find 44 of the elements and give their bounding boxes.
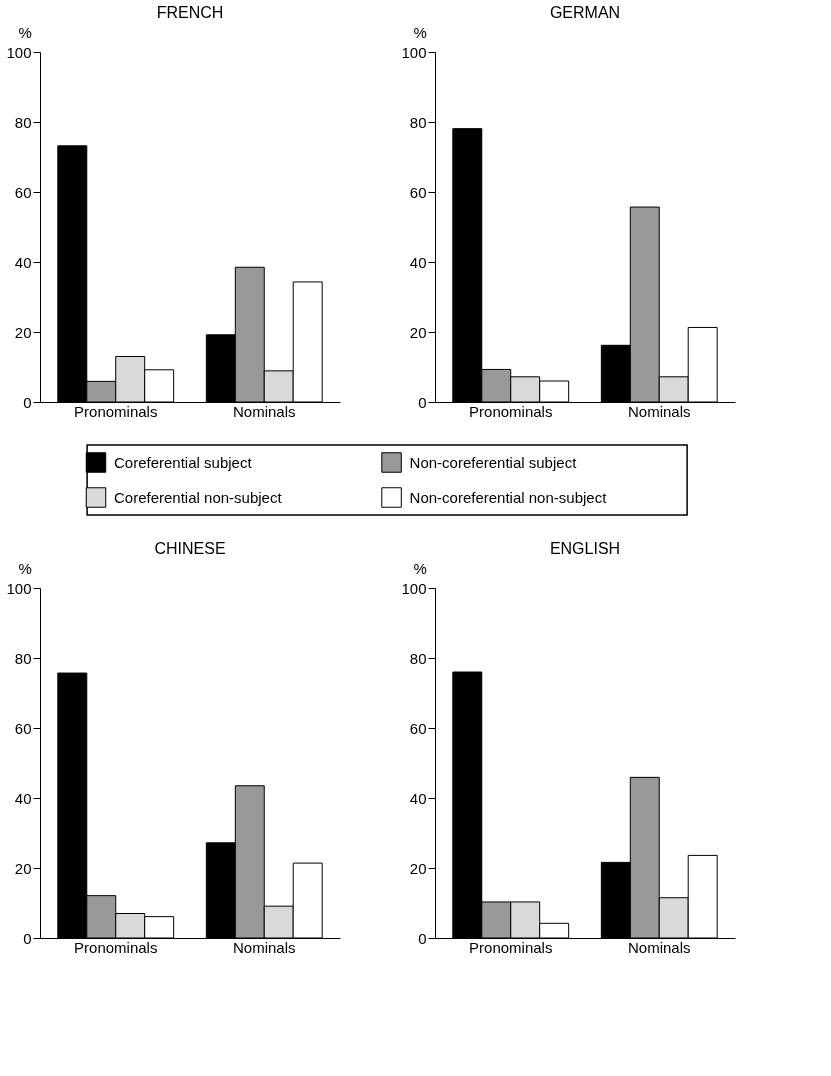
y-tick-label: 60 bbox=[14, 719, 32, 737]
legend-label: Non-coreferential subject bbox=[409, 453, 578, 471]
y-tick-label: 20 bbox=[409, 323, 427, 341]
y-tick-label: 20 bbox=[14, 859, 32, 877]
chart-title: CHINESE bbox=[154, 540, 226, 557]
y-tick-label: 100 bbox=[6, 579, 32, 597]
y-tick-label: 80 bbox=[14, 649, 32, 667]
legend-label: Coreferential non-subject bbox=[113, 488, 283, 506]
x-tick-label: Pronominals bbox=[74, 402, 158, 420]
x-tick-label: Pronominals bbox=[469, 402, 553, 420]
y-tick-label: 20 bbox=[14, 323, 32, 341]
y-tick-label: 80 bbox=[14, 113, 32, 131]
y-tick-label: 40 bbox=[14, 253, 32, 271]
x-tick-label: Nominals bbox=[232, 402, 296, 420]
y-tick-label: 40 bbox=[409, 253, 427, 271]
chart-title: GERMAN bbox=[549, 4, 621, 21]
chart-title: FRENCH bbox=[156, 4, 224, 21]
y-tick-label: 100 bbox=[401, 43, 427, 61]
y-tick-label: 0 bbox=[23, 393, 32, 411]
chart-title: ENGLISH bbox=[549, 540, 621, 557]
y-tick-label: 0 bbox=[418, 393, 427, 411]
y-tick-label: 80 bbox=[409, 113, 427, 131]
x-tick-label: Nominals bbox=[627, 402, 691, 420]
y-axis-title: % bbox=[18, 23, 32, 41]
y-tick-label: 60 bbox=[409, 183, 427, 201]
y-tick-label: 100 bbox=[6, 43, 32, 61]
y-axis-title: % bbox=[413, 23, 427, 41]
y-tick-label: 100 bbox=[401, 579, 427, 597]
y-tick-label: 60 bbox=[409, 719, 427, 737]
y-tick-label: 80 bbox=[409, 649, 427, 667]
legend-label: Coreferential subject bbox=[113, 453, 253, 471]
legend-label: Non-coreferential non-subject bbox=[409, 488, 608, 506]
y-tick-label: 0 bbox=[23, 929, 32, 947]
y-tick-label: 0 bbox=[418, 929, 427, 947]
y-axis-title: % bbox=[413, 559, 427, 577]
y-tick-label: 60 bbox=[14, 183, 32, 201]
x-tick-label: Pronominals bbox=[74, 938, 158, 956]
y-tick-label: 20 bbox=[409, 859, 427, 877]
y-tick-label: 40 bbox=[14, 789, 32, 807]
y-axis-title: % bbox=[18, 559, 32, 577]
x-tick-label: Nominals bbox=[627, 938, 691, 956]
x-tick-label: Pronominals bbox=[469, 938, 553, 956]
x-tick-label: Nominals bbox=[232, 938, 296, 956]
y-tick-label: 40 bbox=[409, 789, 427, 807]
